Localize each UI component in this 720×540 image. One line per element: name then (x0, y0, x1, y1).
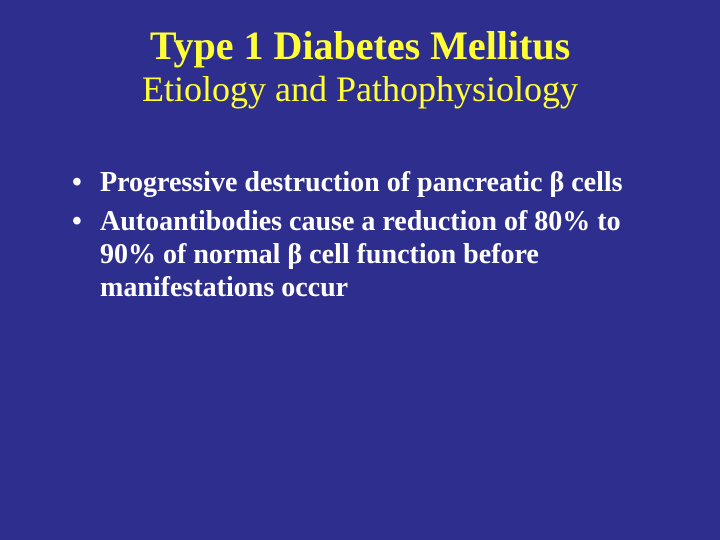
slide-subtitle: Etiology and Pathophysiology (48, 70, 672, 110)
bullet-list: Progressive destruction of pancreatic β … (48, 166, 672, 304)
title-block: Type 1 Diabetes Mellitus Etiology and Pa… (48, 24, 672, 110)
list-item: Progressive destruction of pancreatic β … (72, 166, 672, 199)
slide-title: Type 1 Diabetes Mellitus (48, 24, 672, 68)
list-item: Autoantibodies cause a reduction of 80% … (72, 205, 672, 304)
